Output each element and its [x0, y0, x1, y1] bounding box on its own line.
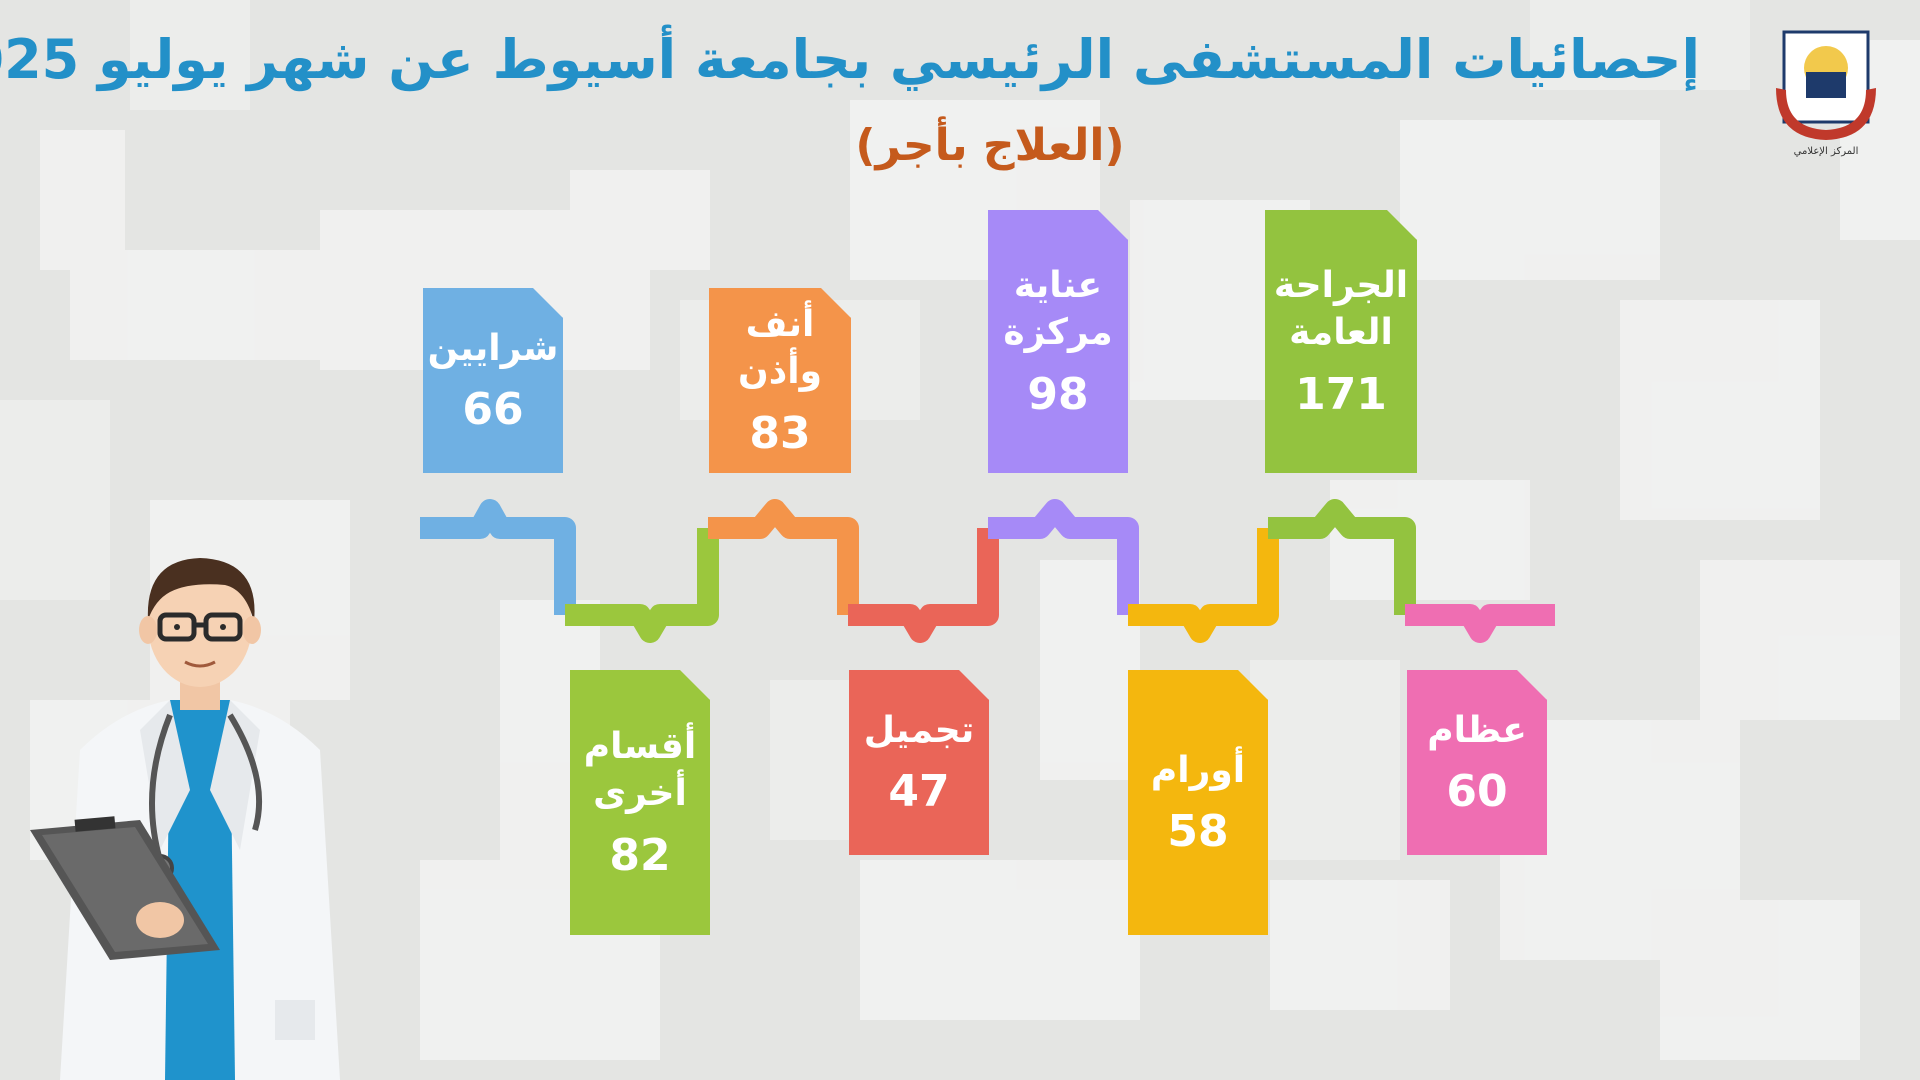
card-label: الجراحة العامة	[1273, 265, 1409, 353]
card-label: عظام	[1427, 709, 1527, 751]
card-label: تجميل	[863, 709, 975, 751]
card-orthopedics: عظام 60	[1407, 670, 1547, 855]
connector-segment-surgery	[1268, 499, 1416, 615]
card-value: 47	[888, 766, 950, 818]
card-ent: أنف وأذن 83	[709, 288, 851, 473]
card-cosmetic: تجميل 47	[849, 670, 989, 855]
card-value: 98	[1027, 368, 1089, 420]
card-value: 83	[749, 407, 811, 459]
card-value: 171	[1295, 368, 1387, 420]
card-value: 58	[1167, 806, 1229, 858]
connector-segment-cosmetic	[848, 528, 999, 643]
card-arteries: شرايين 66	[423, 288, 563, 473]
card-intensive-care: عناية مركزة 98	[988, 210, 1128, 473]
doctor-illustration	[30, 558, 340, 1080]
card-value: 82	[609, 829, 671, 881]
card-label: أورام	[1150, 749, 1246, 791]
card-label: أقسام أخرى	[583, 726, 697, 814]
card-general-surgery: الجراحة العامة 171	[1265, 210, 1417, 473]
connector-segment-ent	[708, 499, 859, 615]
university-logo: المركز الإعلامي	[1776, 30, 1876, 157]
card-value: 66	[462, 384, 524, 436]
connector-segment-other	[565, 528, 719, 643]
card-label: شرايين	[427, 327, 559, 369]
page-subtitle: (العلاج بأجر)	[855, 120, 1125, 171]
connector-segment-ortho	[1405, 604, 1555, 643]
connector-segment-oncology	[1128, 528, 1279, 643]
card-other-departments: أقسام أخرى 82	[570, 670, 710, 935]
svg-text:المركز الإعلامي: المركز الإعلامي	[1794, 146, 1859, 157]
card-value: 60	[1446, 766, 1508, 818]
connector-segment-icu	[988, 499, 1139, 615]
card-label: عناية مركزة	[1003, 265, 1113, 353]
page-title: إحصائيات المستشفى الرئيسي بجامعة أسيوط ع…	[0, 28, 1700, 91]
card-oncology: أورام 58	[1128, 670, 1268, 935]
connector-segment-arteries	[420, 499, 576, 615]
card-label: أنف وأذن	[738, 304, 822, 392]
